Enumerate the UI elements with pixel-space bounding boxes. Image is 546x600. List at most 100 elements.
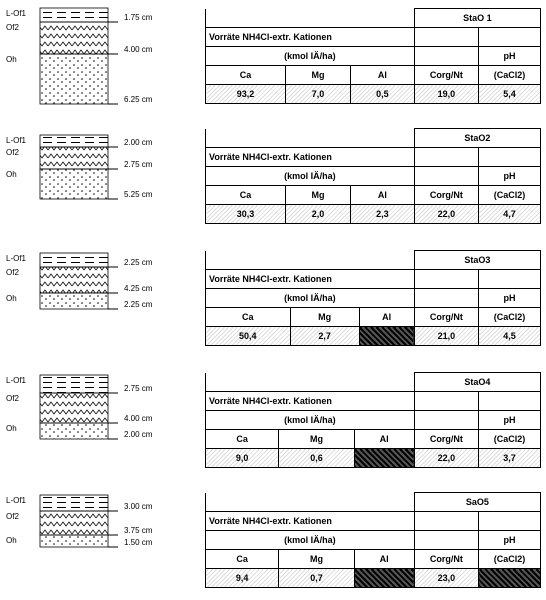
page: L-Of11.75 cmOf24.00 cmOh6.25 cmL-Of12.00… bbox=[0, 0, 546, 600]
row: StaO2 bbox=[206, 129, 541, 148]
row: Vorräte NH4Cl-extr. Kationen bbox=[206, 392, 541, 411]
value: 50,4 bbox=[206, 327, 291, 346]
row: (kmol IÄ/ha)pH bbox=[206, 47, 541, 66]
depth-label: 2.00 cm bbox=[124, 430, 153, 439]
column-header: Al bbox=[354, 550, 414, 569]
column-header: Corg/Nt bbox=[414, 550, 478, 569]
depth-label: 1.75 cm bbox=[124, 13, 153, 22]
group-header: Vorräte NH4Cl-extr. Kationen bbox=[206, 270, 415, 289]
depth-label: 4.25 cm bbox=[124, 284, 153, 293]
layer bbox=[40, 535, 108, 547]
row: (kmol IÄ/ha)pH bbox=[206, 167, 541, 186]
column-header: Ca bbox=[206, 550, 279, 569]
column-header: Ca bbox=[206, 308, 291, 327]
ph-header: pH bbox=[479, 531, 541, 550]
cell bbox=[479, 392, 541, 411]
cell bbox=[414, 270, 478, 289]
layer-label: Oh bbox=[6, 536, 17, 545]
row: Vorräte NH4Cl-extr. Kationen bbox=[206, 148, 541, 167]
value: 23,0 bbox=[414, 569, 478, 588]
value: 3,7 bbox=[479, 449, 541, 468]
cell bbox=[206, 493, 415, 512]
layer-label: Oh bbox=[6, 294, 17, 303]
layer-label: L-Of1 bbox=[6, 9, 27, 18]
depth-label: 4.00 cm bbox=[124, 45, 153, 54]
unit: (kmol IÄ/ha) bbox=[206, 411, 415, 430]
cell bbox=[414, 531, 478, 550]
column-header: Mg bbox=[285, 186, 350, 205]
layer bbox=[40, 22, 108, 54]
value: 2,3 bbox=[351, 205, 415, 224]
layer bbox=[40, 423, 108, 439]
value: 2,0 bbox=[285, 205, 350, 224]
depth-label: 2.00 cm bbox=[124, 138, 153, 147]
depth-label: 2.75 cm bbox=[124, 384, 153, 393]
cell bbox=[206, 373, 415, 392]
column-header: Mg bbox=[285, 66, 350, 85]
column-header: Al bbox=[359, 308, 414, 327]
value: 7,0 bbox=[285, 85, 350, 104]
row: SaO5 bbox=[206, 493, 541, 512]
title: StaO3 bbox=[414, 251, 540, 270]
cell bbox=[414, 148, 478, 167]
value: 30,3 bbox=[206, 205, 286, 224]
column-header: (CaCl2) bbox=[479, 308, 541, 327]
value: 0,6 bbox=[279, 449, 354, 468]
layer-label: Oh bbox=[6, 55, 17, 64]
ph-header: pH bbox=[479, 47, 541, 66]
depth-label: 2.25 cm bbox=[124, 258, 153, 267]
value: 4,7 bbox=[479, 205, 541, 224]
row: (kmol IÄ/ha)pH bbox=[206, 289, 541, 308]
layer bbox=[40, 8, 108, 22]
column-header: (CaCl2) bbox=[479, 66, 541, 85]
column-header: Al bbox=[354, 430, 414, 449]
row: StaO4 bbox=[206, 373, 541, 392]
title: StaO2 bbox=[414, 129, 540, 148]
value: 22,0 bbox=[414, 205, 478, 224]
row: Vorräte NH4Cl-extr. Kationen bbox=[206, 270, 541, 289]
layer bbox=[40, 267, 108, 293]
value: 21,0 bbox=[414, 327, 478, 346]
group-header: Vorräte NH4Cl-extr. Kationen bbox=[206, 148, 415, 167]
depth-label: 3.00 cm bbox=[124, 502, 153, 511]
row: Vorräte NH4Cl-extr. Kationen bbox=[206, 512, 541, 531]
title: StaO 1 bbox=[414, 9, 540, 28]
column-header: Mg bbox=[279, 430, 354, 449]
layer-label: Of2 bbox=[6, 394, 19, 403]
depth-label: 2.25 cm bbox=[124, 300, 153, 309]
column-header: Ca bbox=[206, 66, 286, 85]
layer-label: Oh bbox=[6, 170, 17, 179]
cell bbox=[206, 129, 415, 148]
value: 93,2 bbox=[206, 85, 286, 104]
value: 5,4 bbox=[479, 85, 541, 104]
unit: (kmol IÄ/ha) bbox=[206, 531, 415, 550]
value: 2,7 bbox=[290, 327, 359, 346]
ph-header: pH bbox=[479, 167, 541, 186]
layer bbox=[40, 54, 108, 104]
layer-label: Oh bbox=[6, 424, 17, 433]
title: SaO5 bbox=[414, 493, 540, 512]
layer bbox=[40, 253, 108, 267]
cell bbox=[414, 47, 478, 66]
row: StaO3 bbox=[206, 251, 541, 270]
depth-label: 5.25 cm bbox=[124, 190, 153, 199]
row: StaO 1 bbox=[206, 9, 541, 28]
cell bbox=[479, 270, 541, 289]
ph-header: pH bbox=[479, 289, 541, 308]
group-header: Vorräte NH4Cl-extr. Kationen bbox=[206, 512, 415, 531]
column-header: Corg/Nt bbox=[414, 308, 478, 327]
depth-label: 2.75 cm bbox=[124, 160, 153, 169]
value: 22,0 bbox=[414, 449, 478, 468]
